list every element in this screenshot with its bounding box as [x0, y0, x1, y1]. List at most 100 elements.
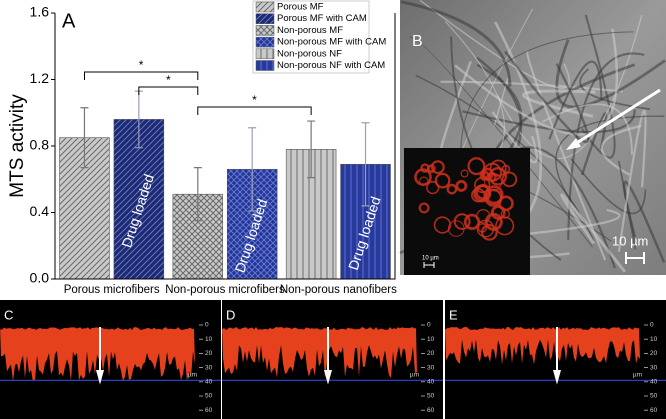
arrow: [571, 88, 661, 148]
fiber: [560, 193, 626, 273]
cell: [418, 202, 430, 214]
cell: [473, 184, 492, 203]
depth-tick-label: 20: [427, 350, 435, 357]
y-tick-label: 0.8: [30, 137, 50, 153]
fiber: [419, 0, 570, 89]
arrow-head: [566, 138, 581, 150]
cell: [426, 181, 440, 195]
inset-scale-bar-label: 10 µm: [422, 256, 439, 262]
legend-label: Non-porous NF: [277, 48, 342, 59]
cell-layer: [222, 327, 417, 378]
legend-swatch: [255, 60, 275, 71]
depth-tick-label: 40: [427, 379, 435, 386]
cell: [490, 205, 506, 220]
fiber: [600, 124, 642, 176]
section-panel: E 0 10 20 30 40 50 60 µm: [445, 300, 666, 419]
fiber: [567, 52, 645, 240]
depth-unit: µm: [188, 371, 197, 378]
significance-bracket: [138, 86, 199, 95]
fiber: [548, 60, 603, 140]
panel-label: B: [412, 33, 423, 50]
cell-layer: [0, 327, 195, 382]
section-panel: C 0 10 20 30 40 50 60 µm: [0, 300, 221, 419]
legend-swatch: [255, 36, 275, 48]
cell: [501, 164, 511, 174]
legend-label: Non-porous NF with CAM: [277, 60, 385, 71]
depth-tick-label: 60: [650, 407, 658, 414]
legend-swatch: [255, 25, 275, 36]
depth-unit: µm: [633, 371, 642, 378]
depth-tick-label: 50: [205, 393, 213, 400]
y-tick-label: 1.2: [30, 70, 50, 86]
y-tick-label: 0.4: [30, 203, 50, 219]
fiber: [516, 209, 621, 237]
fiber: [542, 103, 633, 155]
panel-label: E: [449, 307, 458, 322]
legend-swatch: [255, 13, 275, 24]
arrow-head: [553, 370, 561, 385]
legend-swatch: [255, 48, 275, 60]
section-image: [445, 300, 666, 419]
inset-scale-bar: [423, 262, 435, 268]
arrow-head: [324, 370, 332, 385]
depth-tick-label: 60: [205, 407, 213, 414]
depth-tick-label: 40: [650, 379, 658, 386]
x-tick-label: Porous microfibers: [64, 284, 160, 296]
panel-label: A: [62, 10, 76, 32]
cell: [476, 209, 491, 224]
depth-tick-label: 10: [650, 336, 658, 343]
depth-tick-label: 30: [205, 364, 213, 371]
depth-tick-label: 30: [427, 364, 435, 371]
micrograph: B 10 µm 10 µm: [399, 0, 666, 275]
y-tick-label: 1.6: [30, 4, 50, 20]
depth-tick-label: 0: [427, 322, 431, 329]
panel-label: D: [226, 307, 235, 322]
legend-swatch: [255, 1, 275, 13]
depth-tick-label: 50: [650, 393, 658, 400]
arrow-head: [96, 370, 104, 385]
axes: [54, 13, 396, 280]
cell: [495, 216, 515, 236]
depth-tick-label: 60: [427, 407, 435, 414]
panel-label: C: [4, 307, 13, 322]
fiber: [400, 0, 512, 87]
cell: [446, 183, 458, 195]
legend-label: Porous MF with CAM: [277, 13, 367, 24]
significance-label: *: [252, 93, 257, 107]
cell: [420, 163, 430, 173]
x-tick-label: Non-porous nanofibers: [280, 284, 397, 296]
scale-bar: [625, 252, 645, 264]
depth-tick-label: 50: [427, 393, 435, 400]
depth-tick-label: 0: [650, 322, 654, 329]
error-bar: [361, 122, 370, 207]
cell: [476, 219, 495, 238]
fiber: [622, 180, 666, 263]
fiber: [522, 89, 596, 118]
significance-label: *: [166, 73, 171, 87]
error-bar: [248, 127, 257, 212]
fiber: [617, 109, 647, 252]
fiber: [409, 36, 593, 248]
cell: [460, 169, 469, 178]
cell: [433, 216, 452, 234]
cell: [414, 168, 432, 186]
fiber: [491, 111, 538, 164]
legend-label: Non-porous MF: [277, 25, 343, 36]
cell: [484, 185, 504, 205]
legend-label: Non-porous MF with CAM: [277, 37, 386, 48]
cell: [500, 209, 510, 219]
cell: [434, 172, 451, 189]
scale-bar-label: 10 µm: [612, 233, 648, 248]
x-tick-label: Non-porous microfibers: [165, 284, 285, 296]
significance-bracket: [83, 71, 199, 80]
cell: [481, 167, 494, 181]
depth-tick-label: 40: [205, 379, 213, 386]
depth-tick-label: 20: [205, 350, 213, 357]
depth-tick-label: 30: [650, 364, 658, 371]
cell-layer: [445, 327, 640, 365]
significance-bracket: [197, 106, 312, 115]
section-panel: D 0 10 20 30 40 50 60 µm: [222, 300, 443, 419]
cell: [455, 180, 468, 192]
